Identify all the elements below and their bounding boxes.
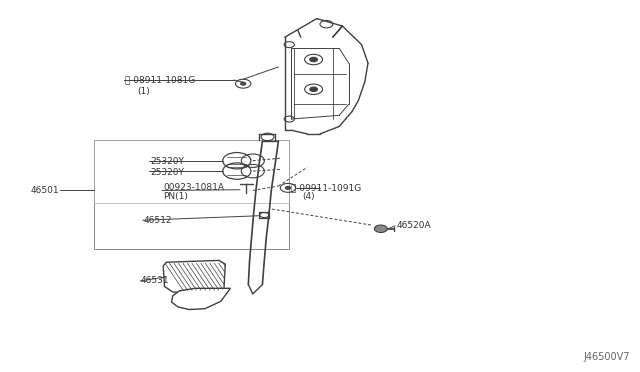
Text: Ⓝ 08911-1081G: Ⓝ 08911-1081G — [125, 76, 195, 84]
Text: Ⓝ 09911-1091G: Ⓝ 09911-1091G — [291, 183, 362, 192]
Text: (1): (1) — [138, 87, 150, 96]
Circle shape — [310, 87, 317, 92]
Text: 46512: 46512 — [144, 216, 173, 225]
Text: 25320Y: 25320Y — [150, 157, 184, 166]
Polygon shape — [163, 260, 225, 294]
Text: (4): (4) — [302, 192, 315, 201]
Text: 46520A: 46520A — [397, 221, 431, 230]
Text: PN(1): PN(1) — [163, 192, 188, 201]
Text: J46500V7: J46500V7 — [584, 352, 630, 362]
Text: 25320Y: 25320Y — [150, 169, 184, 177]
Bar — [94, 140, 289, 203]
Text: 00923-1081A: 00923-1081A — [163, 183, 224, 192]
Circle shape — [241, 82, 246, 85]
Text: 46531: 46531 — [141, 276, 170, 285]
Polygon shape — [172, 288, 230, 310]
Text: 46501: 46501 — [30, 186, 59, 195]
Circle shape — [310, 57, 317, 62]
Circle shape — [374, 225, 387, 232]
Circle shape — [285, 186, 291, 189]
Bar — [94, 140, 289, 249]
